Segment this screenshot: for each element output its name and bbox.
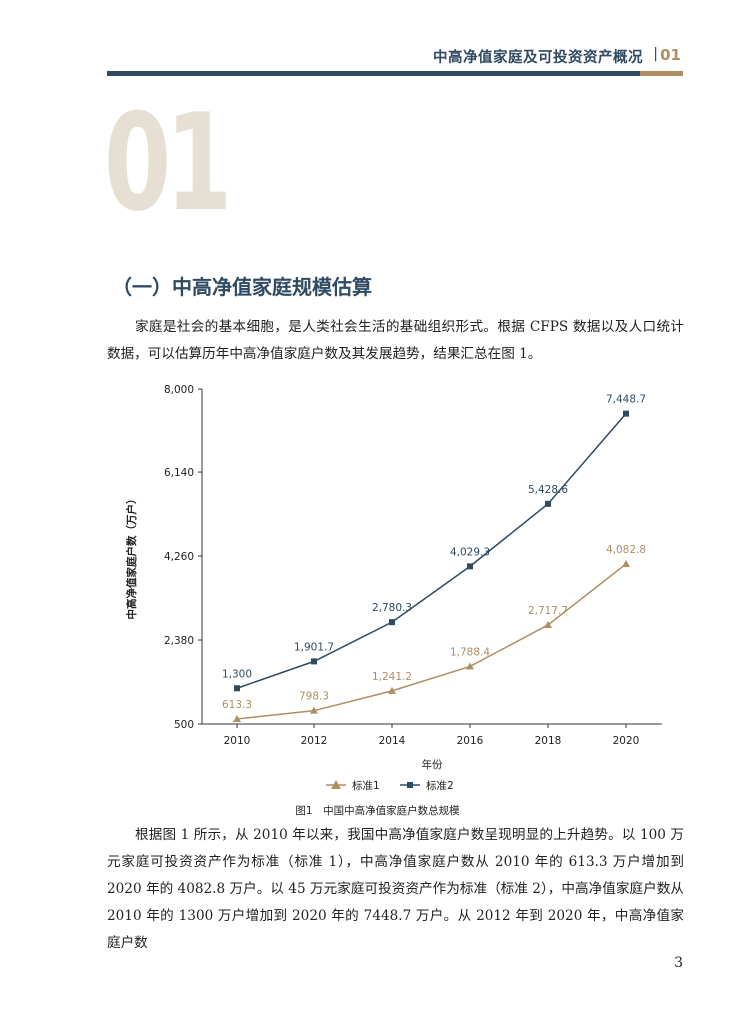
series-2-point <box>311 658 317 665</box>
x-tick-label: 2016 <box>457 735 484 747</box>
x-tick-label: 2010 <box>224 735 251 747</box>
series-2-point <box>623 410 629 417</box>
series-1-point <box>544 620 552 628</box>
series-1-data-label: 798.3 <box>299 691 329 703</box>
series-1-data-label: 1,788.4 <box>450 646 490 658</box>
series-line-1 <box>236 563 627 720</box>
series-1-point <box>310 706 318 714</box>
series-line-2 <box>236 413 627 689</box>
y-tick-label: 2,380 <box>164 635 194 647</box>
series-1-data-label: 2,717.7 <box>528 605 568 617</box>
section-title: （一）中高净值家庭规模估算 <box>112 275 372 299</box>
header-rule <box>107 71 640 76</box>
running-header-title: 中高净值家庭及可投资资产概况 <box>433 50 643 66</box>
series-1-point <box>622 559 630 567</box>
series-1-data-label: 1,241.2 <box>372 671 412 683</box>
legend-label: 标准1 <box>352 780 380 792</box>
x-axis-label: 年份 <box>422 758 443 771</box>
series-2-data-label: 1,300 <box>222 668 252 680</box>
header-rule-accent <box>640 71 683 76</box>
series-1-point <box>466 662 474 670</box>
series-2-point <box>467 563 473 570</box>
x-tick-label: 2018 <box>535 735 562 747</box>
y-tick-label: 8,000 <box>164 384 194 396</box>
series-2-data-label: 2,780.3 <box>372 602 412 614</box>
series-2-point <box>545 500 551 507</box>
series-1-data-label: 4,082.8 <box>606 544 646 556</box>
series-2-data-label: 1,901.7 <box>294 641 334 653</box>
series-1-point <box>233 714 241 722</box>
legend-label: 标准2 <box>426 780 454 792</box>
y-tick-label: 4,260 <box>164 551 194 563</box>
running-header-separator: | <box>653 46 658 62</box>
series-2-data-label: 5,428.6 <box>528 484 568 496</box>
analysis-paragraph: 根据图 1 所示，从 2010 年以来，我国中高净值家庭户数呈现明显的上升趋势。… <box>107 827 684 951</box>
x-tick-label: 2020 <box>613 735 640 747</box>
series-2-point <box>389 619 395 626</box>
y-tick-label: 500 <box>174 719 194 731</box>
series-1-data-label: 613.3 <box>222 699 252 711</box>
figure-caption: 图1 中国中高净值家庭户数总规模 <box>295 805 460 817</box>
intro-paragraph: 家庭是社会的基本细胞，是人类社会生活的基础组织形式。根据 CFPS 数据以及人口… <box>107 319 684 362</box>
series-1-point <box>388 686 396 694</box>
y-axis-label: 中高净值家庭户数（万户） <box>125 494 138 620</box>
series-2-point <box>234 685 240 692</box>
running-header-chapter-number: 01 <box>660 46 681 64</box>
x-tick-label: 2014 <box>379 735 406 747</box>
chapter-big-number: 01 <box>104 85 233 241</box>
x-tick-label: 2012 <box>301 735 328 747</box>
y-tick-label: 6,140 <box>164 467 194 479</box>
legend-marker <box>407 782 413 788</box>
series-2-data-label: 4,029.3 <box>450 546 490 558</box>
series-2-data-label: 7,448.7 <box>606 394 646 406</box>
legend-marker <box>331 780 341 789</box>
page-number: 3 <box>674 955 683 971</box>
